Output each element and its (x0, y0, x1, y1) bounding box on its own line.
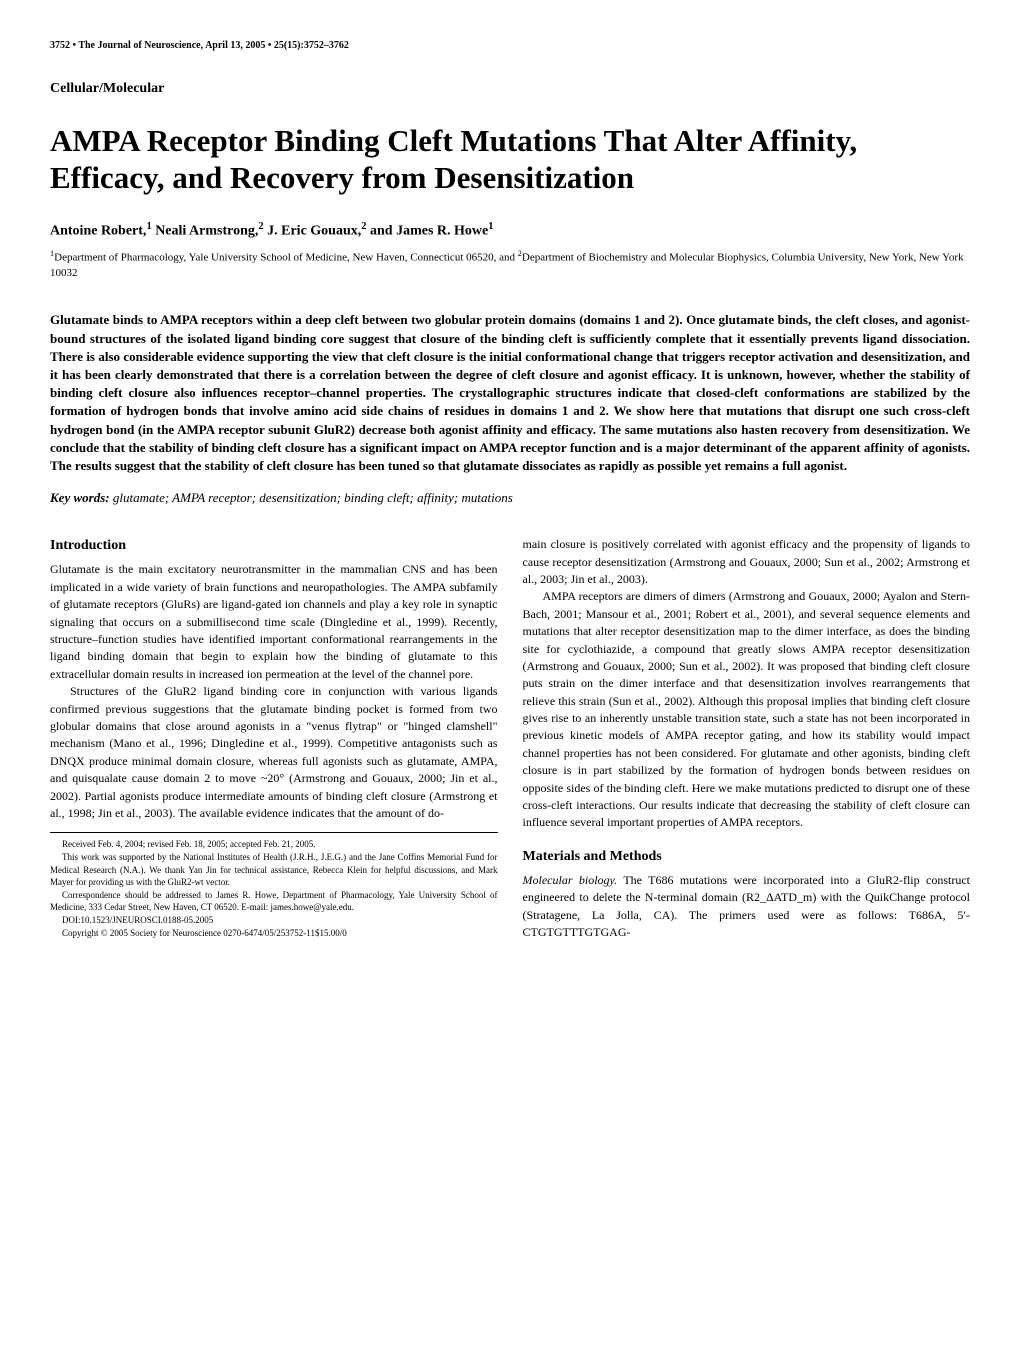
abstract: Glutamate binds to AMPA receptors within… (50, 311, 970, 475)
footnote-received: Received Feb. 4, 2004; revised Feb. 18, … (50, 838, 498, 850)
introduction-heading: Introduction (50, 536, 498, 556)
right-column: main closure is positively correlated wi… (523, 536, 971, 942)
keywords-label: Key words: (50, 490, 110, 505)
intro-paragraph-2: Structures of the GluR2 ligand binding c… (50, 683, 498, 822)
intro-paragraph-1: Glutamate is the main excitatory neurotr… (50, 561, 498, 683)
affiliations: 1Department of Pharmacology, Yale Univer… (50, 248, 970, 281)
footnote-copyright: Copyright © 2005 Society for Neuroscienc… (50, 927, 498, 939)
authors: Antoine Robert,1 Neali Armstrong,2 J. Er… (50, 221, 970, 240)
right-paragraph-2: AMPA receptors are dimers of dimers (Arm… (523, 588, 971, 831)
page-header: 3752 • The Journal of Neuroscience, Apri… (50, 40, 970, 51)
body-columns: Introduction Glutamate is the main excit… (50, 536, 970, 942)
right-paragraph-1: main closure is positively correlated wi… (523, 536, 971, 588)
page-info: 3752 • The Journal of Neuroscience, Apri… (50, 40, 349, 51)
methods-paragraph: Molecular biology. The T686 mutations we… (523, 872, 971, 942)
footnotes: Received Feb. 4, 2004; revised Feb. 18, … (50, 838, 498, 939)
footnote-divider (50, 832, 498, 833)
article-title: AMPA Receptor Binding Cleft Mutations Th… (50, 122, 970, 196)
keywords-text: glutamate; AMPA receptor; desensitizatio… (110, 490, 513, 505)
section-label: Cellular/Molecular (50, 81, 970, 97)
footnote-doi: DOI:10.1523/JNEUROSCI.0188-05.2005 (50, 914, 498, 926)
methods-heading: Materials and Methods (523, 847, 971, 867)
footnote-correspondence: Correspondence should be addressed to Ja… (50, 889, 498, 913)
footnote-funding: This work was supported by the National … (50, 851, 498, 887)
keywords-line: Key words: glutamate; AMPA receptor; des… (50, 490, 970, 506)
left-column: Introduction Glutamate is the main excit… (50, 536, 498, 942)
